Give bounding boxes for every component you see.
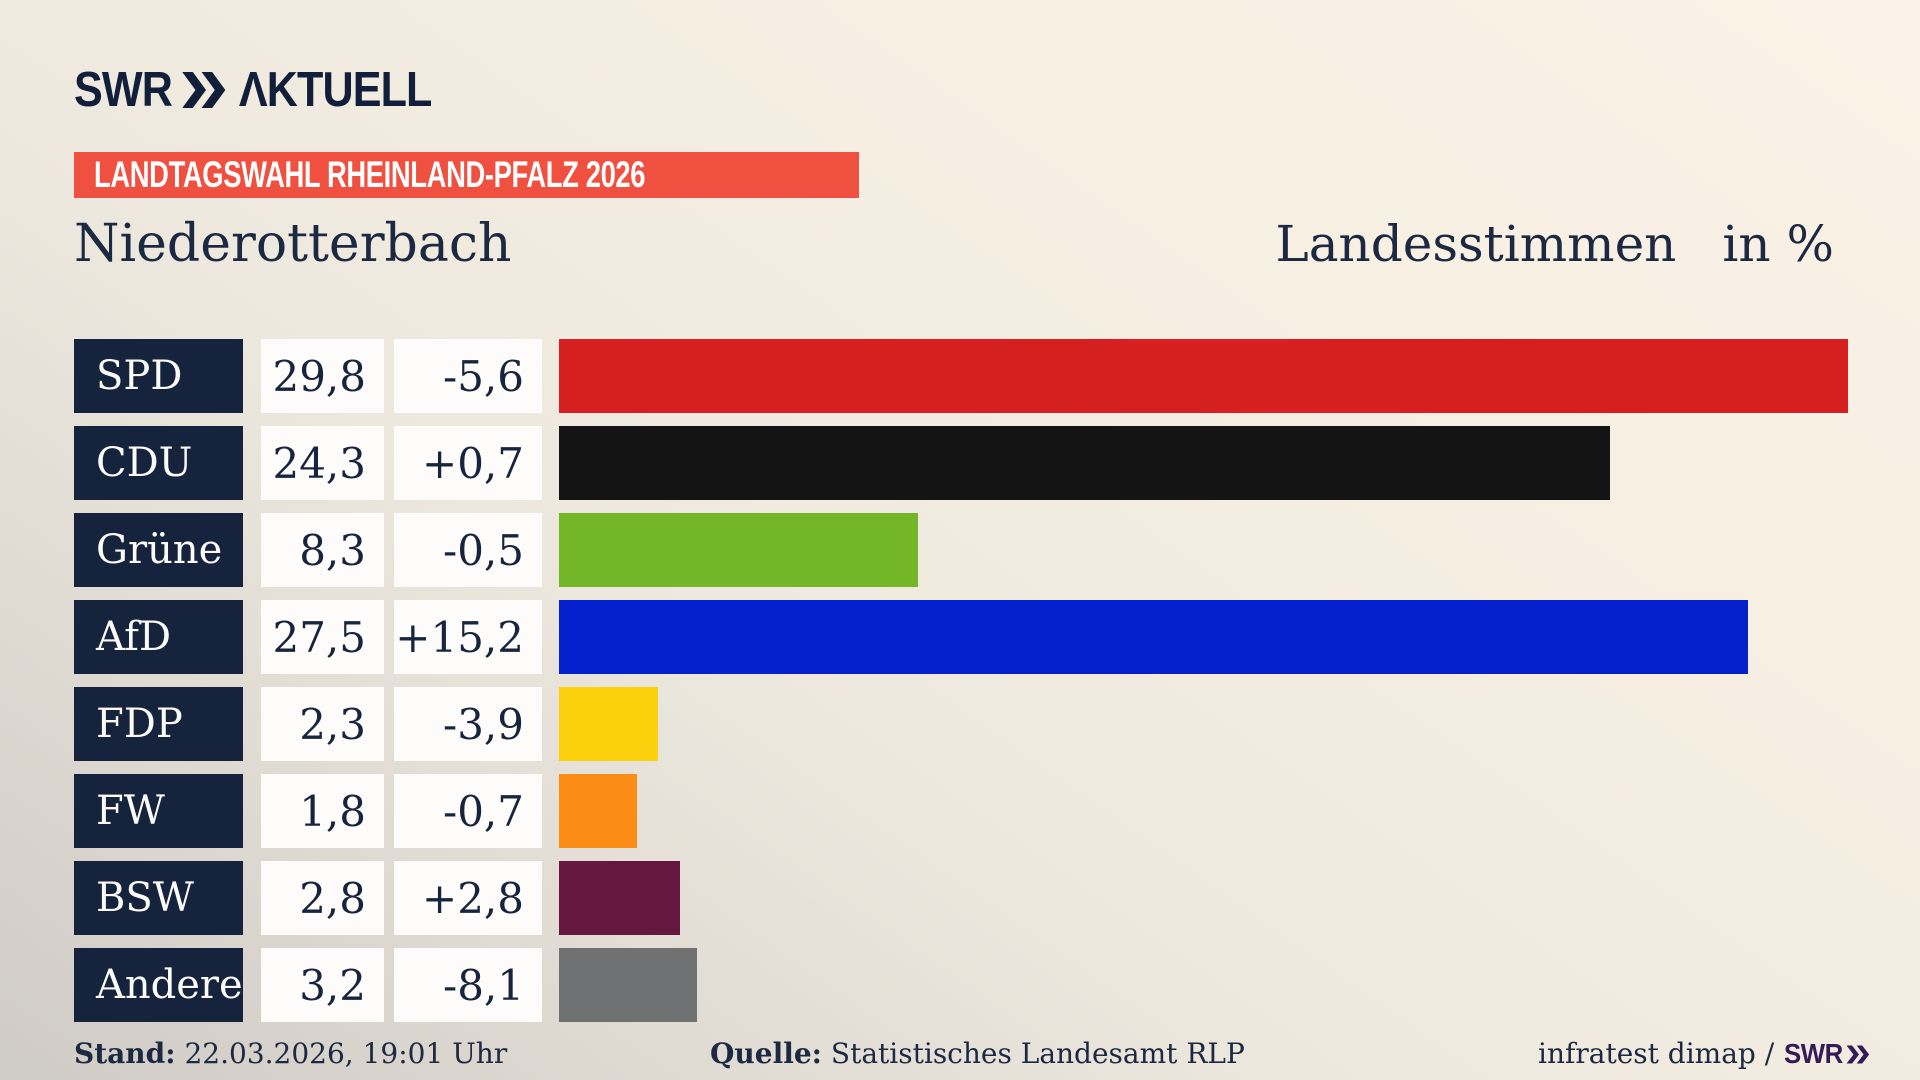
party-value: 24,3 xyxy=(261,426,384,500)
municipality-title: Niederotterbach xyxy=(74,214,512,274)
footer: Stand: 22.03.2026, 19:01 Uhr Quelle: Sta… xyxy=(74,1032,1878,1078)
party-value: 1,8 xyxy=(261,774,384,848)
party-label: CDU xyxy=(74,426,243,500)
result-row: FW 1,8 -0,7 xyxy=(74,774,1878,848)
party-label: BSW xyxy=(74,861,243,935)
logo-aktuell-text: ΛKTUELL xyxy=(238,63,433,117)
party-change: -0,7 xyxy=(394,774,542,848)
result-row: FDP 2,3 -3,9 xyxy=(74,687,1878,761)
party-label: FW xyxy=(74,774,243,848)
party-label: FDP xyxy=(74,687,243,761)
result-bar xyxy=(559,513,918,587)
result-row: BSW 2,8 +2,8 xyxy=(74,861,1878,935)
party-label: Grüne xyxy=(74,513,243,587)
result-bar xyxy=(559,687,659,761)
party-label: Andere xyxy=(74,948,243,1022)
stand-value: 22.03.2026, 19:01 Uhr xyxy=(184,1037,508,1070)
election-banner-text: LANDTAGSWAHL RHEINLAND-PFALZ 2026 xyxy=(94,154,646,195)
party-value: 3,2 xyxy=(261,948,384,1022)
party-value: 27,5 xyxy=(261,600,384,674)
party-value: 8,3 xyxy=(261,513,384,587)
party-change: +15,2 xyxy=(394,600,542,674)
unit-label: in % xyxy=(1722,215,1834,273)
party-change: -0,5 xyxy=(394,513,542,587)
double-chevron-icon xyxy=(182,72,226,108)
result-bar xyxy=(559,426,1610,500)
result-bar xyxy=(559,600,1749,674)
bar-track xyxy=(559,426,1878,500)
party-label: SPD xyxy=(74,339,243,413)
vote-type-header: Landesstimmen in % xyxy=(1276,215,1834,273)
election-banner: LANDTAGSWAHL RHEINLAND-PFALZ 2026 xyxy=(74,152,859,198)
bar-track xyxy=(559,861,1878,935)
bar-track xyxy=(559,339,1878,413)
party-value: 29,8 xyxy=(261,339,384,413)
credit-swr-text: SWR xyxy=(1784,1038,1843,1069)
source-value: Statistisches Landesamt RLP xyxy=(830,1037,1245,1070)
result-row: Andere 3,2 -8,1 xyxy=(74,948,1878,1022)
party-change: +2,8 xyxy=(394,861,542,935)
bar-track xyxy=(559,774,1878,848)
party-value: 2,3 xyxy=(261,687,384,761)
party-change: -8,1 xyxy=(394,948,542,1022)
swr-aktuell-logo: SWR ΛKTUELL xyxy=(74,62,432,118)
result-bar xyxy=(559,774,637,848)
result-bar xyxy=(559,339,1848,413)
chart-header: Niederotterbach Landesstimmen in % xyxy=(74,214,1878,274)
result-row: AfD 27,5 +15,2 xyxy=(74,600,1878,674)
vote-type-label: Landesstimmen xyxy=(1275,215,1677,273)
result-row: Grüne 8,3 -0,5 xyxy=(74,513,1878,587)
party-label: AfD xyxy=(74,600,243,674)
credit-info: infratest dimap / SWR xyxy=(1538,1032,1878,1076)
result-bar xyxy=(559,948,698,1022)
result-row: SPD 29,8 -5,6 xyxy=(74,339,1878,413)
source-label: Quelle: xyxy=(710,1037,822,1070)
stand-info: Stand: 22.03.2026, 19:01 Uhr xyxy=(74,1032,507,1076)
source-info: Quelle: Statistisches Landesamt RLP xyxy=(710,1032,1245,1076)
bar-track xyxy=(559,513,1878,587)
credit-text: infratest dimap / xyxy=(1538,1037,1775,1070)
logo-swr-text: SWR xyxy=(74,63,173,117)
bar-track xyxy=(559,948,1878,1022)
party-change: +0,7 xyxy=(394,426,542,500)
double-chevron-icon xyxy=(1846,1045,1870,1063)
bar-track xyxy=(559,687,1878,761)
results-table: SPD 29,8 -5,6 CDU 24,3 +0,7 Grüne 8,3 -0… xyxy=(74,339,1878,1022)
credit-brand: SWR xyxy=(1784,1032,1870,1076)
party-change: -3,9 xyxy=(394,687,542,761)
stand-label: Stand: xyxy=(74,1037,176,1070)
party-change: -5,6 xyxy=(394,339,542,413)
result-row: CDU 24,3 +0,7 xyxy=(74,426,1878,500)
bar-track xyxy=(559,600,1878,674)
result-bar xyxy=(559,861,681,935)
party-value: 2,8 xyxy=(261,861,384,935)
